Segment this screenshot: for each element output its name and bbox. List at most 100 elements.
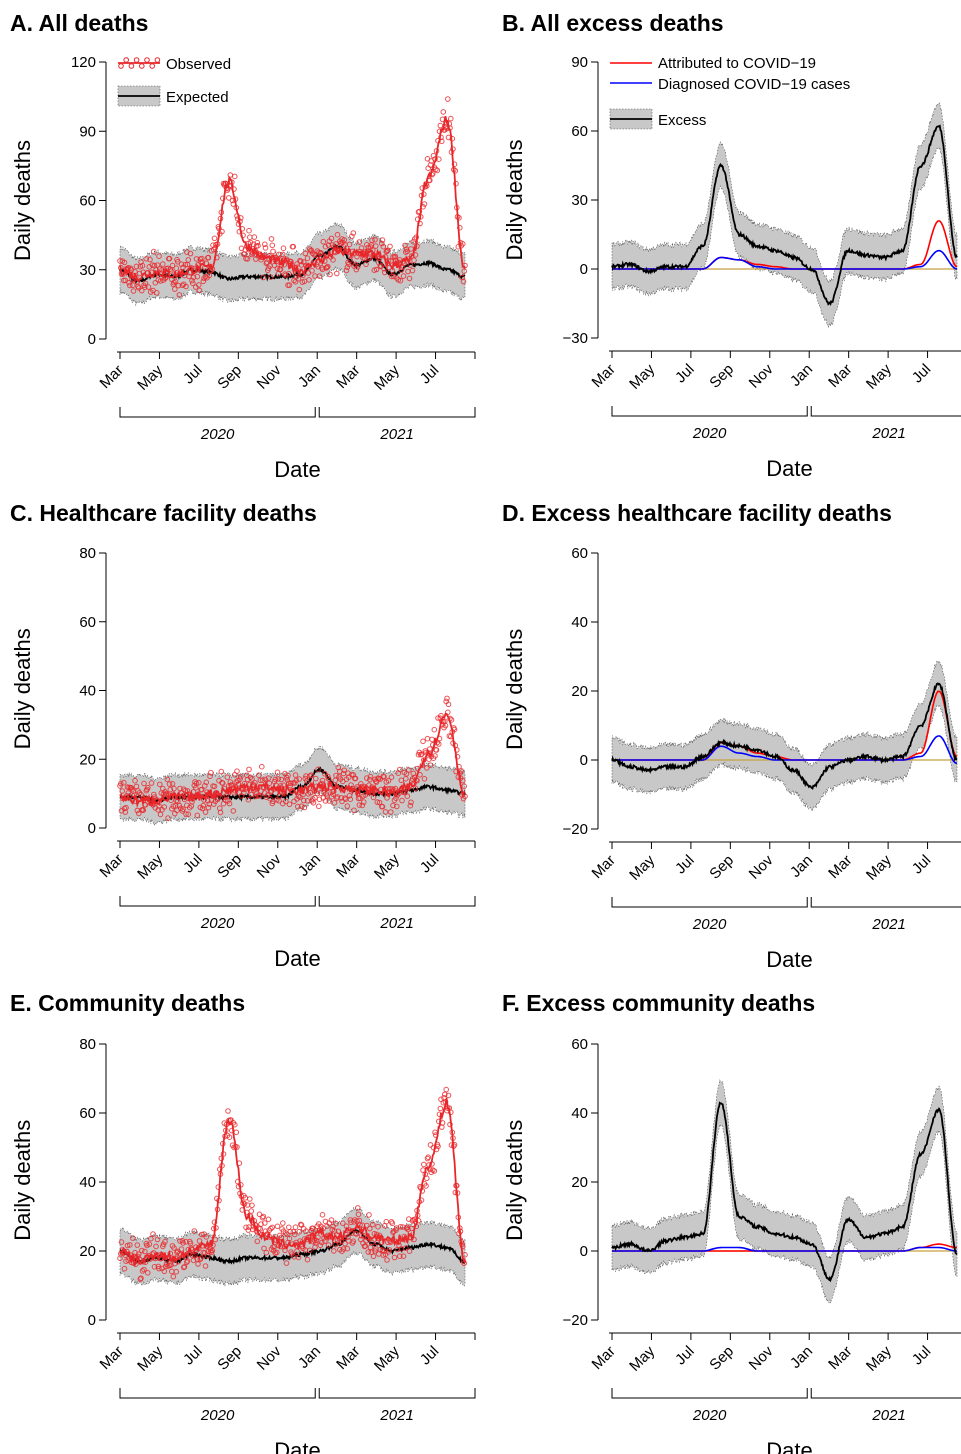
observed-point bbox=[152, 280, 159, 286]
x-tick-label: Mar bbox=[97, 1343, 127, 1373]
observed-point bbox=[344, 803, 351, 809]
observed-point bbox=[333, 1220, 339, 1227]
observed-point bbox=[461, 783, 468, 790]
observed-point bbox=[244, 1202, 251, 1208]
observed-point bbox=[382, 809, 389, 815]
observed-point bbox=[427, 1142, 434, 1148]
observed-point bbox=[139, 287, 145, 294]
x-tick-label: Jul bbox=[672, 1343, 698, 1369]
observed-point bbox=[350, 1238, 357, 1244]
observed-point bbox=[268, 1225, 274, 1232]
observed-point bbox=[438, 712, 444, 719]
observed-point bbox=[295, 275, 302, 282]
observed-point bbox=[383, 248, 390, 255]
x-tick-label: Jan bbox=[787, 852, 816, 881]
x-axis-label: Date bbox=[766, 1438, 812, 1454]
observed-point bbox=[456, 215, 462, 221]
observed-point bbox=[124, 1242, 131, 1249]
year-bracket bbox=[810, 406, 961, 417]
observed-point bbox=[326, 798, 333, 804]
observed-point bbox=[282, 1247, 288, 1254]
observed-point bbox=[203, 1234, 210, 1240]
observed-point bbox=[146, 264, 153, 270]
observed-point bbox=[288, 780, 294, 787]
observed-point bbox=[173, 265, 180, 272]
observed-point bbox=[287, 1228, 294, 1235]
x-tick-label: May bbox=[371, 361, 403, 393]
observed-point bbox=[331, 800, 338, 806]
observed-point bbox=[268, 274, 274, 281]
year-bracket bbox=[810, 1388, 961, 1399]
observed-point bbox=[286, 282, 293, 288]
y-tick-label: 40 bbox=[571, 614, 588, 631]
year-label: 2020 bbox=[200, 915, 235, 932]
observed-point bbox=[344, 1245, 351, 1252]
observed-point bbox=[356, 802, 363, 808]
observed-point bbox=[397, 1224, 404, 1230]
y-tick-label: 90 bbox=[571, 54, 588, 71]
observed-point bbox=[142, 1259, 149, 1265]
legend-observed-marker bbox=[123, 57, 129, 63]
observed-point bbox=[308, 247, 315, 254]
observed-point bbox=[142, 1248, 148, 1255]
legend-excess-label: Excess bbox=[658, 112, 706, 129]
y-tick-label: 60 bbox=[79, 1105, 96, 1122]
observed-point bbox=[155, 807, 162, 813]
observed-point bbox=[398, 267, 405, 273]
x-tick-label: Jul bbox=[417, 851, 443, 877]
observed-point bbox=[313, 775, 319, 782]
observed-point bbox=[222, 794, 228, 801]
observed-point bbox=[167, 786, 174, 793]
observed-point bbox=[200, 802, 207, 809]
x-tick-label: Mar bbox=[825, 361, 855, 391]
legend: Observed Expected bbox=[117, 56, 231, 107]
observed-point bbox=[142, 280, 149, 287]
year-label: 2021 bbox=[871, 425, 905, 442]
x-tick-label: Jan bbox=[787, 1343, 816, 1372]
x-tick-label: Mar bbox=[589, 1343, 619, 1373]
y-tick-label: 60 bbox=[79, 614, 96, 631]
observed-point bbox=[157, 781, 163, 788]
year-bracket bbox=[318, 407, 476, 418]
observed-point bbox=[334, 231, 341, 238]
y-tick-label: 60 bbox=[571, 123, 588, 140]
y-tick-label: 120 bbox=[71, 54, 96, 71]
observed-point bbox=[193, 256, 200, 262]
observed-point bbox=[195, 1261, 201, 1267]
observed-point bbox=[205, 254, 212, 261]
observed-point bbox=[306, 277, 312, 283]
observed-point bbox=[381, 265, 387, 272]
observed-point bbox=[432, 753, 438, 759]
observed-point bbox=[319, 1212, 326, 1218]
panel-title: C. Healthcare facility deaths bbox=[10, 500, 317, 526]
observed-point bbox=[334, 270, 340, 277]
observed-point bbox=[445, 96, 451, 102]
observed-point bbox=[182, 261, 189, 268]
observed-point bbox=[295, 803, 301, 810]
observed-point bbox=[151, 791, 157, 798]
observed-point bbox=[142, 284, 148, 291]
observed-point bbox=[157, 811, 164, 818]
observed-point bbox=[343, 267, 350, 274]
observed-point bbox=[247, 774, 254, 781]
legend-observed-marker bbox=[154, 57, 161, 63]
observed-point bbox=[220, 195, 226, 202]
year-label: 2020 bbox=[692, 916, 727, 933]
observed-point bbox=[440, 109, 447, 115]
observed-point bbox=[139, 1268, 146, 1274]
observed-point bbox=[245, 796, 252, 803]
observed-point bbox=[127, 1242, 133, 1248]
y-tick-label: 80 bbox=[79, 545, 96, 562]
observed-point bbox=[148, 780, 155, 786]
observed-point bbox=[330, 791, 336, 798]
observed-point bbox=[442, 722, 449, 729]
observed-point bbox=[358, 1233, 365, 1239]
observed-point bbox=[199, 1231, 205, 1238]
observed-point bbox=[416, 208, 423, 215]
x-axis-label: Date bbox=[274, 457, 320, 482]
panel-C: C. Healthcare facility deaths Daily death… bbox=[10, 500, 476, 971]
legend-diagnosed-label: Diagnosed COVID−19 cases bbox=[658, 76, 850, 93]
observed-point bbox=[408, 246, 414, 252]
excess-line bbox=[611, 682, 958, 790]
x-tick-label: Mar bbox=[97, 851, 127, 881]
